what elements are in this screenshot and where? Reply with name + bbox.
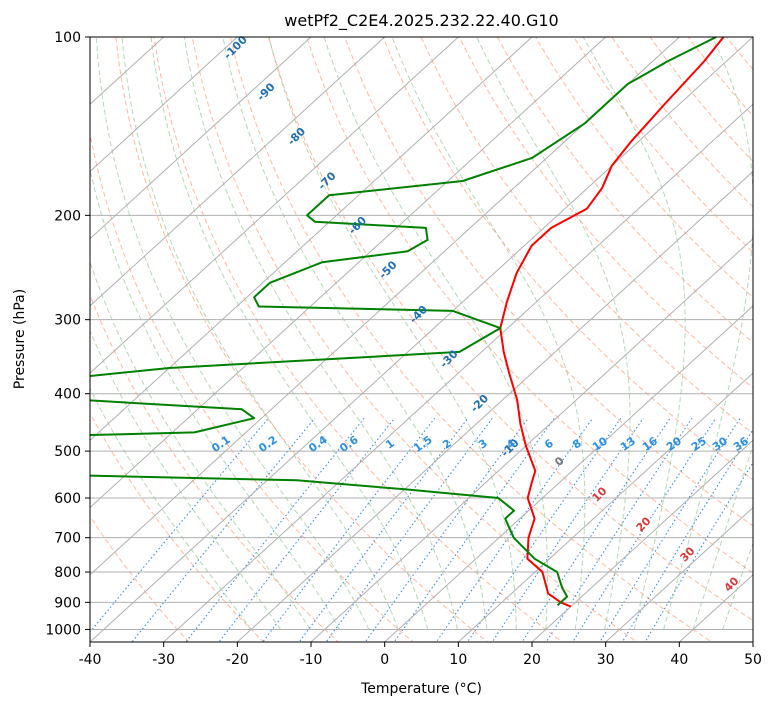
moist-adiabat-line bbox=[692, 443, 753, 630]
isotherm-line bbox=[90, 37, 533, 442]
moist-adiabat-line bbox=[391, 37, 586, 630]
plot-frame bbox=[89, 36, 754, 643]
dry-adiabat-line bbox=[535, 37, 753, 298]
moist-adiabat-line bbox=[90, 167, 340, 630]
y-tick-label: 300 bbox=[54, 313, 81, 329]
y-tick-label: 1000 bbox=[45, 622, 81, 638]
mixing-ratio-line bbox=[521, 417, 671, 642]
y-axis-label: Pressure (hPa) bbox=[12, 289, 28, 389]
isotherm-line bbox=[236, 170, 753, 642]
moist-adiabat-line bbox=[90, 387, 252, 630]
isotherm-line bbox=[752, 641, 753, 642]
mixing-ratio-line bbox=[466, 417, 622, 642]
mixing-ratio-line bbox=[435, 417, 594, 642]
isotherm-line bbox=[384, 305, 753, 642]
isotherm-line bbox=[90, 37, 680, 576]
mixing-ratio-line bbox=[393, 417, 555, 642]
isotherm-line bbox=[90, 37, 607, 509]
isotherm-line bbox=[457, 372, 753, 642]
mixing-ratio-line bbox=[545, 417, 693, 642]
mixing-ratio-line bbox=[364, 417, 529, 642]
x-tick-label: 30 bbox=[597, 652, 615, 668]
mixing-ratio-line bbox=[185, 417, 365, 642]
x-tick-label: 50 bbox=[744, 652, 762, 668]
moist-adiabat-line bbox=[582, 37, 686, 630]
isotherm-line bbox=[90, 37, 753, 642]
dry-adiabat-line bbox=[90, 412, 265, 642]
isotherm-line bbox=[90, 37, 459, 374]
mixing-ratio-line bbox=[491, 417, 644, 642]
mixing-ratio-line bbox=[621, 428, 753, 642]
background-lines bbox=[90, 37, 775, 654]
dry-adiabat-line bbox=[765, 37, 775, 654]
mixing-ratio-line bbox=[262, 417, 436, 642]
isotherm-line bbox=[90, 37, 386, 307]
x-tick-label: 0 bbox=[380, 652, 389, 668]
y-tick-label: 500 bbox=[54, 444, 81, 460]
moist-adiabat-line bbox=[90, 329, 282, 630]
dry-adiabat-line bbox=[496, 37, 753, 344]
y-tick-label: 600 bbox=[54, 491, 81, 507]
y-tick-label: 900 bbox=[54, 595, 81, 611]
moist-adiabat-line bbox=[95, 37, 370, 630]
isotherm-line bbox=[531, 439, 753, 642]
dry-adiabat-line bbox=[90, 515, 190, 642]
x-tick-label: -30 bbox=[152, 652, 175, 668]
dewpoint-line bbox=[90, 37, 717, 606]
x-tick-label: 20 bbox=[523, 652, 541, 668]
dry-adiabat-line bbox=[420, 37, 753, 435]
isotherm-line bbox=[605, 506, 753, 642]
moist-adiabat-line bbox=[722, 542, 753, 630]
x-tick-label: 10 bbox=[449, 652, 467, 668]
dry-adiabat-line bbox=[90, 131, 414, 642]
x-tick-label: -10 bbox=[300, 652, 323, 668]
isotherm-line bbox=[310, 237, 753, 642]
moist-adiabat-line bbox=[150, 37, 429, 630]
chart-title: wetPf2_C2E4.2025.232.22.40.G10 bbox=[284, 11, 558, 31]
y-tick-label: 400 bbox=[54, 387, 81, 403]
moist-adiabat-line bbox=[268, 37, 517, 630]
moist-adiabat-line bbox=[90, 260, 311, 630]
isotherm-line bbox=[90, 37, 238, 173]
x-axis-label: Temperature (°C) bbox=[360, 681, 482, 697]
y-tick-label: 100 bbox=[54, 30, 81, 46]
y-tick-label: 200 bbox=[54, 208, 81, 224]
x-tick-label: -40 bbox=[79, 652, 102, 668]
dry-adiabat-line bbox=[115, 37, 489, 642]
moist-adiabat-line bbox=[183, 37, 458, 630]
axis-ticks: -40 -30 -20 -10 0 10 20 30 40 50 100 200 300 400 500 60… bbox=[45, 30, 762, 668]
moist-adiabat-line bbox=[222, 37, 488, 630]
isotherm-line bbox=[90, 37, 312, 240]
mixing-ratio-line bbox=[218, 417, 396, 642]
y-tick-label: 700 bbox=[54, 531, 81, 547]
moist-adiabat-line bbox=[476, 37, 631, 630]
isotherm-line bbox=[163, 103, 753, 642]
moist-adiabat-line bbox=[663, 37, 753, 630]
x-tick-label: 40 bbox=[670, 652, 688, 668]
x-tick-label: -20 bbox=[226, 652, 249, 668]
mixing-ratio-line bbox=[572, 417, 717, 642]
y-tick-label: 800 bbox=[54, 565, 81, 581]
moist-adiabat-line bbox=[121, 37, 399, 630]
profile-lines bbox=[90, 37, 725, 608]
